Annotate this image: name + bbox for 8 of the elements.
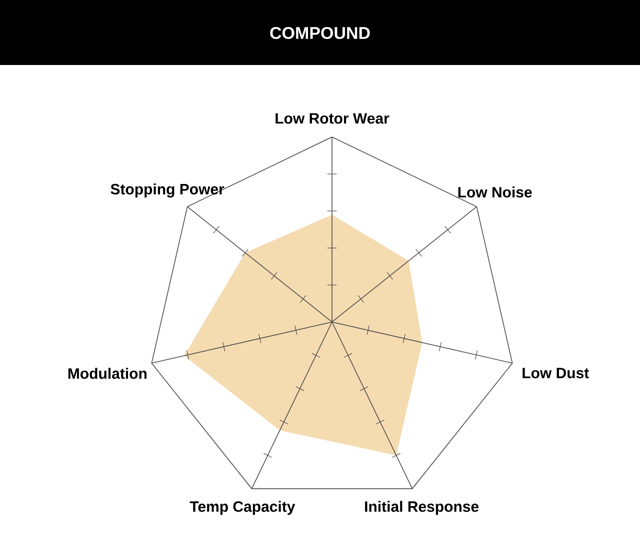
spoke-label: Low Dust [522,368,589,378]
spoke-label: Low Noise [458,186,532,198]
spoke-label: Temp Capacity [190,500,296,515]
spoke-label: Modulation [68,368,146,379]
spoke-label: Stopping Power [110,183,224,198]
spoke-label: Initial Response [365,500,479,515]
spoke-label: Low Rotor Wear [276,113,390,124]
chart-title: COMPOUND [270,26,370,40]
